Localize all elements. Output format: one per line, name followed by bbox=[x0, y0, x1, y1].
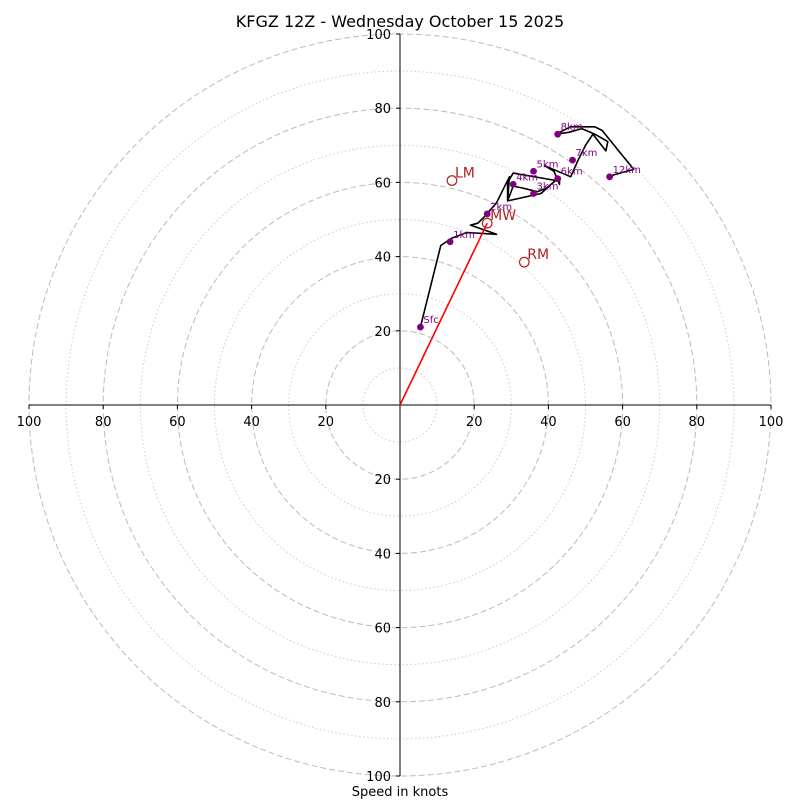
y-tick-label: 100 bbox=[366, 28, 391, 43]
storm-motion-markers: LM MW RM bbox=[446, 166, 549, 268]
storm-motion-marker bbox=[446, 175, 458, 186]
x-tick-label: 100 bbox=[17, 415, 42, 430]
height-marker-dot bbox=[530, 190, 537, 197]
hodograph-trace bbox=[419, 126, 635, 328]
y-tick-label: 80 bbox=[374, 696, 391, 711]
height-marker-label: 5km bbox=[537, 159, 559, 170]
storm-motion-label: MW bbox=[490, 208, 516, 224]
height-marker-dot bbox=[606, 173, 614, 181]
x-tick-label: 40 bbox=[540, 415, 557, 430]
storm-motion-label: RM bbox=[527, 247, 549, 263]
tick-labels: 100 80 60 40 20 20 40 60 80 100 20 40 60 80 100 20 40 60 8… bbox=[17, 28, 784, 785]
height-marker-dot bbox=[483, 210, 491, 218]
y-tick-label: 20 bbox=[374, 325, 391, 340]
y-tick-label: 60 bbox=[374, 622, 391, 637]
x-tick-label: 20 bbox=[318, 415, 335, 430]
x-tick-label: 60 bbox=[614, 415, 631, 430]
height-marker-label: 2km bbox=[490, 202, 512, 213]
height-marker-dot bbox=[554, 130, 562, 138]
x-tick-label: 40 bbox=[243, 415, 260, 430]
chart-title: KFGZ 12Z - Wednesday October 15 2025 bbox=[236, 12, 564, 31]
height-marker-label: 1km bbox=[453, 230, 475, 241]
height-marker-label: Sfc bbox=[423, 315, 438, 326]
height-marker-label: 6km bbox=[561, 167, 583, 178]
height-marker-label: 12km bbox=[613, 165, 641, 176]
height-marker-label: 8km bbox=[561, 122, 583, 133]
x-tick-label: 60 bbox=[169, 415, 186, 430]
y-tick-label: 40 bbox=[374, 547, 391, 562]
x-tick-label: 100 bbox=[759, 415, 784, 430]
y-tick-label: 80 bbox=[374, 102, 391, 117]
height-marker-dot bbox=[417, 323, 424, 331]
x-tick-label: 80 bbox=[95, 415, 112, 430]
height-marker-label: 3km bbox=[537, 182, 559, 193]
x-axis-label: Speed in knots bbox=[352, 785, 449, 800]
y-tick-label: 40 bbox=[374, 251, 391, 266]
height-marker-dot bbox=[530, 167, 537, 175]
storm-motion-vector-line bbox=[399, 222, 488, 406]
storm-motion-marker bbox=[518, 256, 530, 268]
height-marker-dot bbox=[569, 156, 576, 164]
mean-wind-vector bbox=[399, 222, 488, 406]
height-marker-dot bbox=[446, 238, 454, 246]
height-marker-dot bbox=[509, 180, 517, 188]
x-tick-label: 20 bbox=[466, 415, 483, 430]
storm-motion-marker bbox=[481, 217, 493, 229]
y-tick-label: 20 bbox=[374, 473, 391, 488]
x-tick-label: 80 bbox=[689, 415, 706, 430]
storm-motion-label: LM bbox=[455, 166, 475, 182]
height-marker-label: 7km bbox=[576, 148, 598, 159]
height-marker-dot bbox=[554, 175, 562, 183]
y-tick-label: 100 bbox=[366, 770, 391, 785]
height-marker-label: 4km bbox=[516, 172, 538, 183]
y-tick-label: 60 bbox=[374, 176, 391, 191]
hodograph-line bbox=[419, 126, 635, 328]
